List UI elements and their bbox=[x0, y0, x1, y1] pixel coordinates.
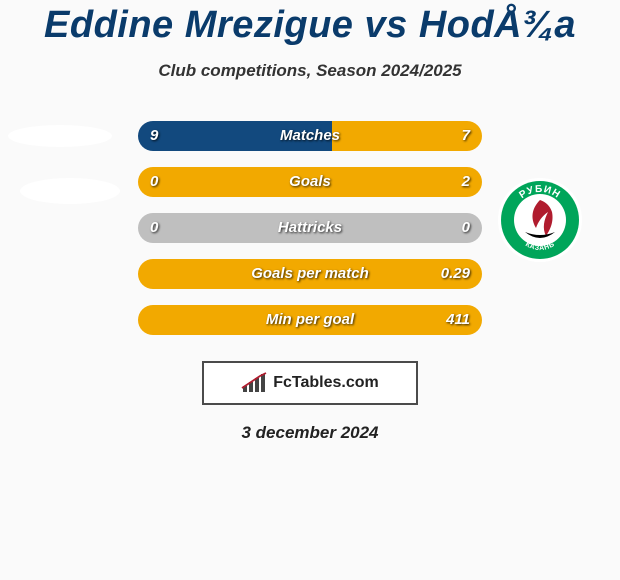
subtitle: Club competitions, Season 2024/2025 bbox=[0, 61, 620, 81]
stat-bar: Goals per match 0.29 bbox=[138, 259, 482, 289]
comparison-bars: 9 Matches 7 0 Goals 2 0 Hattricks 0 Goals per mat… bbox=[138, 121, 482, 335]
page-title: Eddine Mrezigue vs HodÅ¾a bbox=[0, 0, 620, 47]
stat-label: Matches bbox=[280, 121, 340, 151]
date-label: 3 december 2024 bbox=[0, 423, 620, 443]
stat-label: Hattricks bbox=[278, 213, 342, 243]
bar-chart-icon bbox=[241, 372, 269, 394]
stat-right-value: 411 bbox=[446, 305, 470, 335]
stat-bar: Min per goal 411 bbox=[138, 305, 482, 335]
club-badge: РУБИН КАЗАНЬ 1958 bbox=[498, 178, 582, 262]
stat-left-value: 0 bbox=[150, 167, 158, 197]
stat-label: Min per goal bbox=[266, 305, 354, 335]
stat-left-value: 9 bbox=[150, 121, 158, 151]
fctables-label: FcTables.com bbox=[273, 374, 379, 392]
stat-label: Goals bbox=[289, 167, 331, 197]
stat-bar-right bbox=[332, 121, 482, 151]
stat-left-value: 0 bbox=[150, 213, 158, 243]
stat-right-value: 0 bbox=[462, 213, 470, 243]
stat-right-value: 7 bbox=[462, 121, 470, 151]
decorative-ellipse bbox=[8, 125, 112, 147]
stat-right-value: 2 bbox=[462, 167, 470, 197]
stat-bar: 0 Hattricks 0 bbox=[138, 213, 482, 243]
decorative-ellipse bbox=[20, 178, 120, 204]
stat-right-value: 0.29 bbox=[441, 259, 470, 289]
fctables-watermark: FcTables.com bbox=[202, 361, 418, 405]
stat-label: Goals per match bbox=[251, 259, 369, 289]
stat-bar: 9 Matches 7 bbox=[138, 121, 482, 151]
stat-bar: 0 Goals 2 bbox=[138, 167, 482, 197]
svg-text:1958: 1958 bbox=[534, 238, 545, 244]
